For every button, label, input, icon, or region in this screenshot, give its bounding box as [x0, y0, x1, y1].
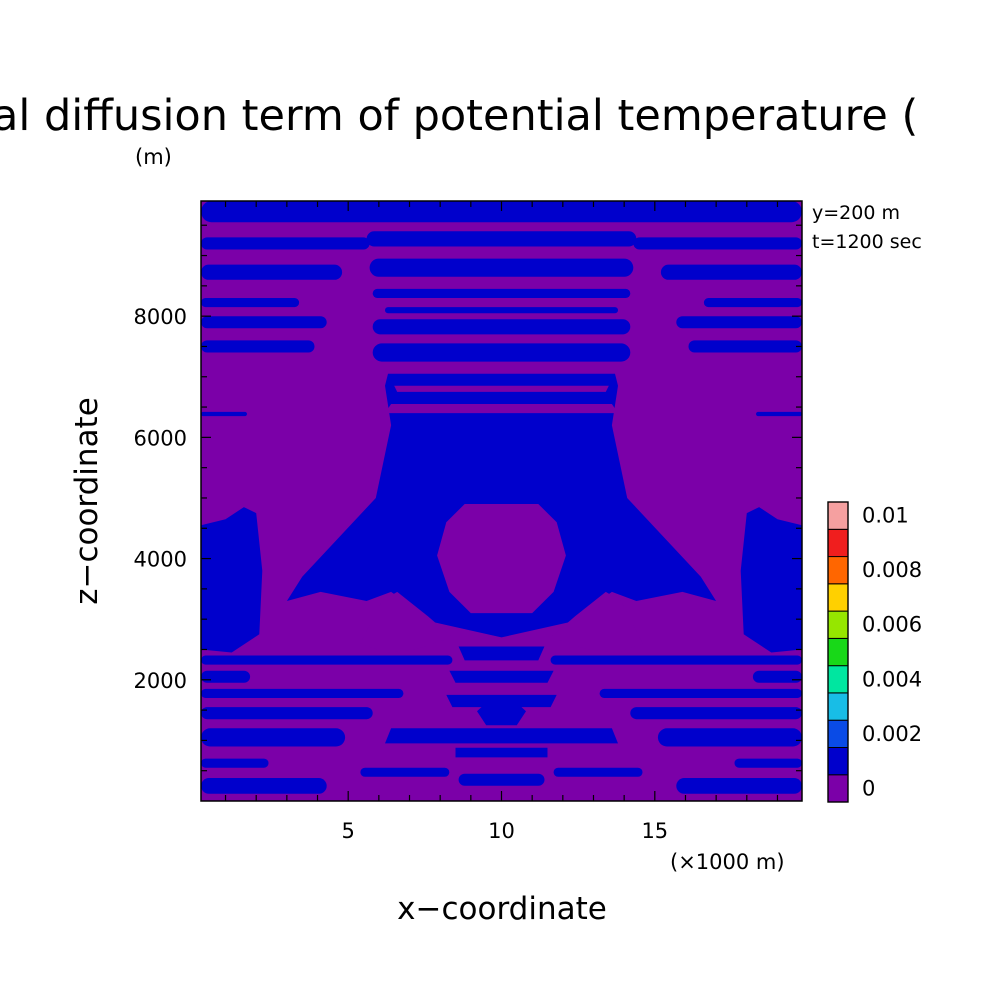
colorbar-swatch [827, 583, 849, 612]
y-axis-label: z−coordinate [69, 397, 105, 605]
y-tick-label: 4000 [134, 548, 187, 572]
contour-band-15 [688, 340, 802, 353]
colorbar-swatch [827, 747, 849, 776]
colorbar-swatch [827, 556, 849, 585]
contour-region-13 [455, 747, 548, 758]
colorbar-label: 0.006 [862, 613, 922, 637]
contour-band-21 [201, 670, 251, 683]
contour-region-8 [458, 646, 545, 661]
annotation-y: y=200 m [812, 202, 900, 224]
colorbar-swatch [827, 610, 849, 639]
contour-band-29 [201, 758, 269, 768]
contour-regions [201, 201, 802, 794]
contour-band-13 [372, 319, 631, 335]
contour-region-10 [446, 694, 557, 708]
contour-band-0 [201, 201, 802, 223]
contour-band-7 [372, 288, 631, 298]
x-axis-ticks: 5 10 15 [224, 201, 779, 843]
x-axis-label: x−coordinate [397, 891, 607, 927]
y-tick-label: 6000 [134, 426, 187, 450]
contour-band-28 [657, 728, 802, 747]
contour-band-30 [734, 758, 802, 768]
y-axis-ticks: 2000 4000 6000 8000 [134, 224, 802, 772]
contour-band-24 [599, 688, 802, 698]
annotation-t: t=1200 sec [812, 231, 922, 253]
contour-band-1 [201, 237, 370, 250]
contour-region-9 [449, 670, 554, 683]
y-unit-label: (m) [135, 145, 172, 169]
contour-band-26 [630, 707, 802, 720]
contour-band-31 [360, 767, 450, 777]
colorbar: 0 0.002 0.004 0.006 0.008 0.01 [827, 501, 922, 803]
contour-band-5 [660, 264, 802, 280]
colorbar-swatch [827, 501, 849, 530]
contour-band-19 [201, 655, 453, 665]
contour-region-1 [437, 504, 566, 614]
colorbar-swatch [827, 637, 849, 667]
contour-band-35 [458, 773, 545, 786]
colorbar-label: 0.008 [862, 558, 922, 582]
colorbar-label: 0.002 [862, 722, 922, 746]
contour-region-4 [385, 404, 618, 414]
colorbar-swatch [827, 692, 849, 721]
y-tick-label: 8000 [134, 305, 187, 329]
colorbar-swatch [827, 719, 849, 749]
contour-band-6 [369, 258, 634, 277]
x-tick-label: 5 [341, 819, 354, 843]
contour-band-20 [550, 655, 802, 665]
colorbar-swatch [827, 774, 849, 803]
colorbar-frame [827, 501, 849, 803]
x-unit-label: (×1000 m) [670, 850, 785, 874]
contour-band-17 [201, 411, 247, 417]
colorbar-label: 0.01 [862, 504, 909, 528]
x-tick-label: 15 [641, 819, 668, 843]
y-tick-label: 2000 [134, 669, 187, 693]
contour-band-8 [201, 298, 300, 308]
contour-band-2 [633, 237, 802, 250]
colorbar-label: 0.004 [862, 667, 922, 691]
chart-title: al diffusion term of potential temperatu… [0, 91, 918, 141]
contour-band-27 [201, 728, 346, 747]
contour-band-9 [703, 298, 802, 308]
contour-band-25 [201, 707, 373, 720]
contour-band-34 [676, 778, 802, 794]
contour-band-4 [201, 264, 343, 280]
contour-region-12 [385, 728, 618, 744]
colorbar-label: 0 [862, 776, 875, 800]
contour-band-16 [372, 343, 631, 362]
contour-region-3 [550, 591, 643, 653]
contour-band-10 [385, 307, 618, 314]
colorbar-swatch [827, 665, 849, 694]
contour-band-14 [201, 340, 315, 353]
contour-band-3 [366, 231, 637, 247]
contour-region-7 [740, 507, 802, 653]
contour-region-11 [477, 702, 526, 726]
contour-band-22 [752, 670, 802, 683]
contour-band-32 [553, 767, 643, 777]
colorbar-swatch [827, 528, 849, 558]
contour-band-11 [201, 316, 327, 329]
contour-region-6 [201, 507, 263, 653]
contour-region-2 [360, 591, 453, 653]
x-tick-label: 10 [488, 819, 515, 843]
contour-band-12 [676, 316, 802, 329]
contour-region-5 [394, 385, 609, 392]
contour-band-23 [201, 688, 404, 698]
contour-band-33 [201, 778, 327, 794]
contour-band-18 [756, 411, 802, 417]
